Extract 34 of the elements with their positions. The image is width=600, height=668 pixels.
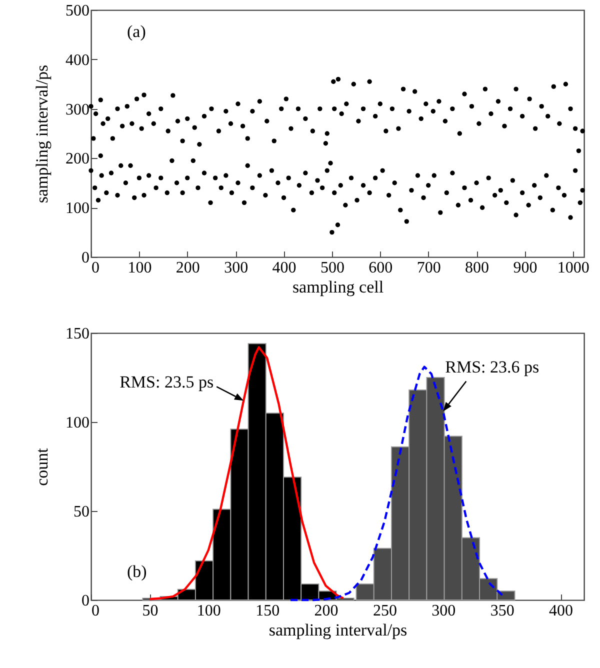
x-tick-label: 200	[314, 602, 338, 620]
x-tick-label: 700	[416, 260, 441, 276]
x-axis-title: sampling cell	[292, 278, 384, 296]
y-tick-label: 150	[66, 326, 90, 342]
x-tick-label: 150	[256, 602, 280, 620]
annotation: RMS: 23.5 ps	[120, 372, 214, 392]
y-tick-label: 50	[74, 504, 90, 520]
x-tick-label: 300	[432, 602, 456, 620]
y-axis-title: sampling interval/ps	[32, 64, 52, 204]
y-tick-label: 100	[66, 414, 90, 432]
x-tick-label: 100	[196, 602, 221, 620]
x-tick-label: 400	[549, 602, 574, 620]
x-tick-label: 500	[320, 260, 344, 276]
x-tick-label: 250	[372, 602, 397, 620]
annotation: (b)	[127, 562, 147, 581]
y-tick-label: 100	[66, 200, 90, 218]
y-tick-label: 200	[66, 150, 90, 168]
y-tick-label: 400	[66, 52, 90, 69]
x-tick-label: 900	[513, 260, 538, 276]
y-axis-title: count	[32, 448, 52, 486]
x-tick-label: 200	[176, 260, 200, 276]
x-tick-label: 100	[128, 260, 152, 276]
x-tick-label: 300	[224, 260, 248, 276]
x-axis-title: sampling interval/ps	[268, 620, 408, 640]
x-tick-label: 800	[465, 260, 490, 276]
x-tick-label: 50	[142, 602, 158, 620]
x-tick-label: 1000	[557, 260, 590, 276]
annotation: (a)	[127, 22, 146, 41]
x-tick-label: 350	[490, 602, 514, 620]
y-tick-label: 500	[66, 2, 90, 20]
x-tick-label: 400	[272, 260, 296, 276]
y-tick-label: 300	[66, 101, 90, 118]
x-tick-label: 600	[368, 260, 393, 276]
annotation: RMS: 23.6 ps	[445, 357, 540, 376]
